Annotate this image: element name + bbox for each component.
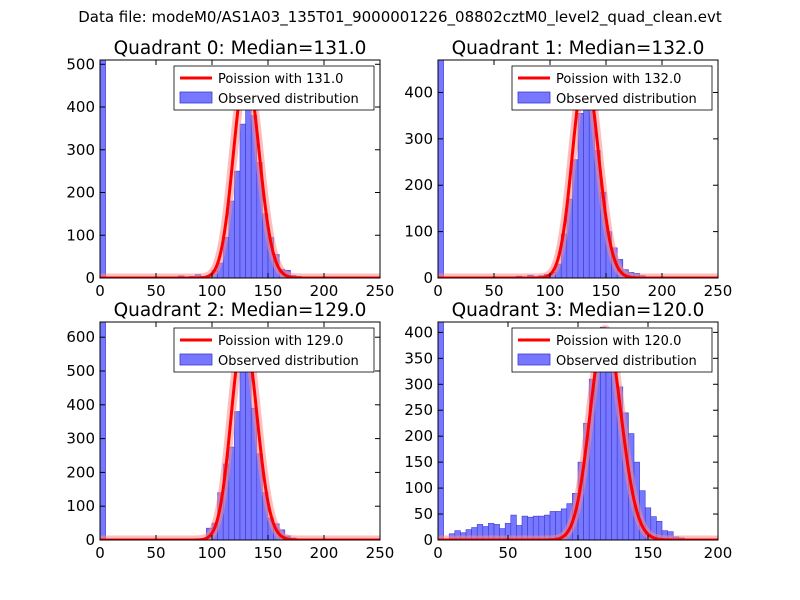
quadrant-title: Quadrant 3: Median=120.0 <box>452 300 705 321</box>
y-tick-label: 600 <box>66 328 95 346</box>
y-tick-label: 500 <box>66 362 95 380</box>
y-tick-label: 50 <box>414 505 433 523</box>
x-tick-label: 50 <box>146 282 165 300</box>
page-title: Data file: modeM0/AS1A03_135T01_90000012… <box>78 8 722 26</box>
quadrant-0-panel: 0 50 100 150 200 250 0 100 200 300 400 500 Quadrant … <box>66 38 394 300</box>
x-tick-label: 0 <box>433 282 443 300</box>
x-tick-label: 100 <box>198 544 227 562</box>
quadrant-1-panel: 0 50 100 150 200 250 0 100 200 300 400 Quadrant 1: … <box>404 38 732 300</box>
quadrant-3-plot-area <box>438 322 718 540</box>
legend-line-label: Poission with 120.0 <box>556 334 681 349</box>
y-tick-label: 200 <box>66 463 95 481</box>
legend-line-label: Poission with 132.0 <box>556 72 681 87</box>
x-tick-label: 200 <box>704 544 733 562</box>
y-tick-label: 150 <box>404 453 433 471</box>
x-tick-label: 100 <box>536 282 565 300</box>
y-tick-label: 300 <box>404 130 433 148</box>
y-tick-label: 300 <box>66 141 95 159</box>
x-tick-label: 0 <box>95 544 105 562</box>
y-tick-label: 100 <box>404 223 433 241</box>
x-tick-label: 0 <box>433 544 443 562</box>
legend-hist-label: Observed distribution <box>556 354 697 369</box>
quadrant-title: Quadrant 1: Median=132.0 <box>452 38 705 59</box>
y-tick-label: 300 <box>404 375 433 393</box>
histogram-bar <box>234 170 241 278</box>
x-tick-label: 150 <box>254 544 283 562</box>
legend-hist-swatch <box>517 353 551 366</box>
y-tick-label: 200 <box>404 176 433 194</box>
legend-hist-label: Observed distribution <box>218 354 359 369</box>
legend: Poission with 120.0 Observed distribution <box>511 327 713 373</box>
y-tick-label: 100 <box>404 479 433 497</box>
legend-hist-swatch <box>517 91 551 104</box>
legend: Poission with 132.0 Observed distribution <box>511 65 713 111</box>
x-tick-label: 0 <box>95 282 105 300</box>
histogram-bar <box>239 123 246 278</box>
legend-hist-label: Observed distribution <box>556 92 697 107</box>
axes-frame <box>99 321 381 541</box>
x-tick-label: 50 <box>484 282 503 300</box>
y-tick-label: 400 <box>404 323 433 341</box>
histogram-bar <box>438 322 444 540</box>
histogram-bar <box>100 322 106 540</box>
x-tick-label: 200 <box>648 282 677 300</box>
x-tick-label: 50 <box>146 544 165 562</box>
legend-line-label: Poission with 129.0 <box>218 334 343 349</box>
x-tick-label: 100 <box>564 544 593 562</box>
histogram-bar <box>577 113 584 278</box>
x-tick-label: 50 <box>498 544 517 562</box>
y-tick-label: 250 <box>404 401 433 419</box>
legend: Poission with 129.0 Observed distribution <box>173 327 375 373</box>
y-tick-label: 500 <box>66 55 95 73</box>
histogram-bar <box>234 411 241 540</box>
y-tick-label: 0 <box>423 531 433 549</box>
histogram-bar <box>605 360 612 540</box>
legend-hist-label: Observed distribution <box>218 92 359 107</box>
x-tick-label: 150 <box>254 282 283 300</box>
y-tick-label: 300 <box>66 430 95 448</box>
quadrant-3-panel: 0 50 100 150 200 0 50 100 150 200 250 300 350 400 Quad… <box>404 300 732 562</box>
x-tick-label: 250 <box>366 282 395 300</box>
x-tick-label: 250 <box>704 282 733 300</box>
quadrant-2-panel: 0 50 100 150 200 250 0 100 200 300 400 500 600 Quadra… <box>66 300 394 562</box>
x-tick-label: 150 <box>592 282 621 300</box>
y-tick-label: 350 <box>404 349 433 367</box>
legend-hist-swatch <box>179 91 213 104</box>
y-tick-label: 0 <box>85 531 95 549</box>
histogram-bar <box>438 60 444 278</box>
histogram-bar <box>245 87 252 278</box>
axes-frame <box>99 59 381 279</box>
x-tick-label: 250 <box>366 544 395 562</box>
quadrant-title: Quadrant 0: Median=131.0 <box>114 38 367 59</box>
y-tick-label: 100 <box>66 226 95 244</box>
y-tick-label: 200 <box>404 427 433 445</box>
x-tick-label: 100 <box>198 282 227 300</box>
histogram-bar <box>100 60 106 278</box>
legend: Poission with 131.0 Observed distribution <box>173 65 375 111</box>
axes-frame <box>437 59 719 279</box>
y-tick-label: 400 <box>66 396 95 414</box>
legend-line-label: Poission with 131.0 <box>218 72 343 87</box>
y-tick-label: 100 <box>66 497 95 515</box>
x-tick-label: 200 <box>310 282 339 300</box>
quadrant-title: Quadrant 2: Median=129.0 <box>114 300 367 321</box>
y-tick-label: 400 <box>404 83 433 101</box>
x-tick-label: 150 <box>634 544 663 562</box>
legend-hist-swatch <box>179 353 213 366</box>
y-tick-label: 0 <box>423 269 433 287</box>
y-tick-label: 400 <box>66 98 95 116</box>
y-tick-label: 0 <box>85 269 95 287</box>
y-tick-label: 200 <box>66 184 95 202</box>
x-tick-label: 200 <box>310 544 339 562</box>
